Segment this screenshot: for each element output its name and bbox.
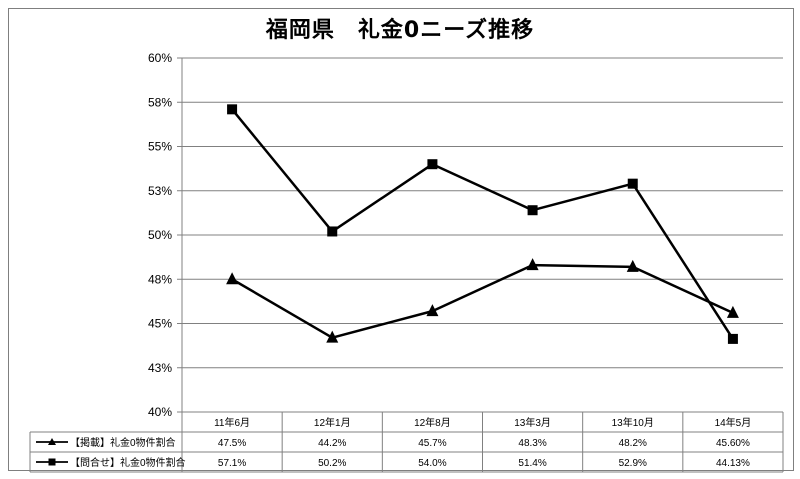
y-tick-label: 50% bbox=[148, 228, 172, 242]
data-label: 51.4% bbox=[518, 458, 546, 469]
x-tick-label: 13年10月 bbox=[612, 416, 654, 429]
data-label: 48.2% bbox=[619, 438, 647, 449]
data-label: 47.5% bbox=[218, 438, 246, 449]
x-tick-label: 12年1月 bbox=[314, 416, 351, 429]
data-label: 52.9% bbox=[619, 458, 647, 469]
data-label: 45.7% bbox=[418, 438, 446, 449]
data-point-square bbox=[327, 226, 338, 237]
data-label: 54.0% bbox=[418, 458, 446, 469]
y-tick-label: 43% bbox=[148, 361, 172, 375]
data-point-square bbox=[627, 178, 638, 189]
y-tick-label: 55% bbox=[148, 140, 172, 154]
data-label: 50.2% bbox=[318, 458, 346, 469]
data-label: 44.13% bbox=[716, 458, 750, 469]
data-point-triangle bbox=[626, 259, 639, 272]
data-point-triangle bbox=[726, 305, 739, 318]
x-tick-label: 12年8月 bbox=[414, 416, 451, 429]
legend-marker bbox=[48, 458, 56, 466]
y-tick-label: 58% bbox=[148, 95, 172, 109]
data-label: 48.3% bbox=[518, 438, 546, 449]
x-tick-label: 13年3月 bbox=[514, 416, 551, 429]
y-tick-label: 45% bbox=[148, 317, 172, 331]
data-label: 44.2% bbox=[318, 438, 346, 449]
data-point-triangle bbox=[226, 272, 239, 285]
data-label: 57.1% bbox=[218, 458, 246, 469]
y-tick-label: 53% bbox=[148, 184, 172, 198]
x-tick-label: 11年6月 bbox=[214, 416, 250, 429]
data-point-square bbox=[227, 104, 238, 115]
data-point-square bbox=[727, 333, 738, 344]
data-point-triangle bbox=[426, 304, 439, 317]
y-tick-label: 60% bbox=[148, 51, 172, 65]
chart-title: 福岡県 礼金0ニーズ推移 bbox=[265, 18, 535, 43]
data-label: 45.60% bbox=[716, 438, 750, 449]
data-point-triangle bbox=[526, 258, 539, 271]
legend-label: 【掲載】礼金0物件割合 bbox=[70, 436, 176, 449]
y-tick-label: 48% bbox=[148, 272, 172, 286]
legend-label: 【問合せ】礼金0物件割合 bbox=[70, 456, 186, 469]
series-line bbox=[231, 108, 734, 340]
y-tick-label: 40% bbox=[148, 405, 172, 419]
series-line bbox=[231, 263, 734, 339]
x-tick-label: 14年5月 bbox=[715, 416, 752, 429]
legend-marker bbox=[48, 438, 56, 445]
data-point-square bbox=[427, 159, 438, 170]
data-point-square bbox=[527, 205, 538, 216]
chart-frame bbox=[8, 8, 794, 471]
data-point-triangle bbox=[326, 330, 339, 343]
